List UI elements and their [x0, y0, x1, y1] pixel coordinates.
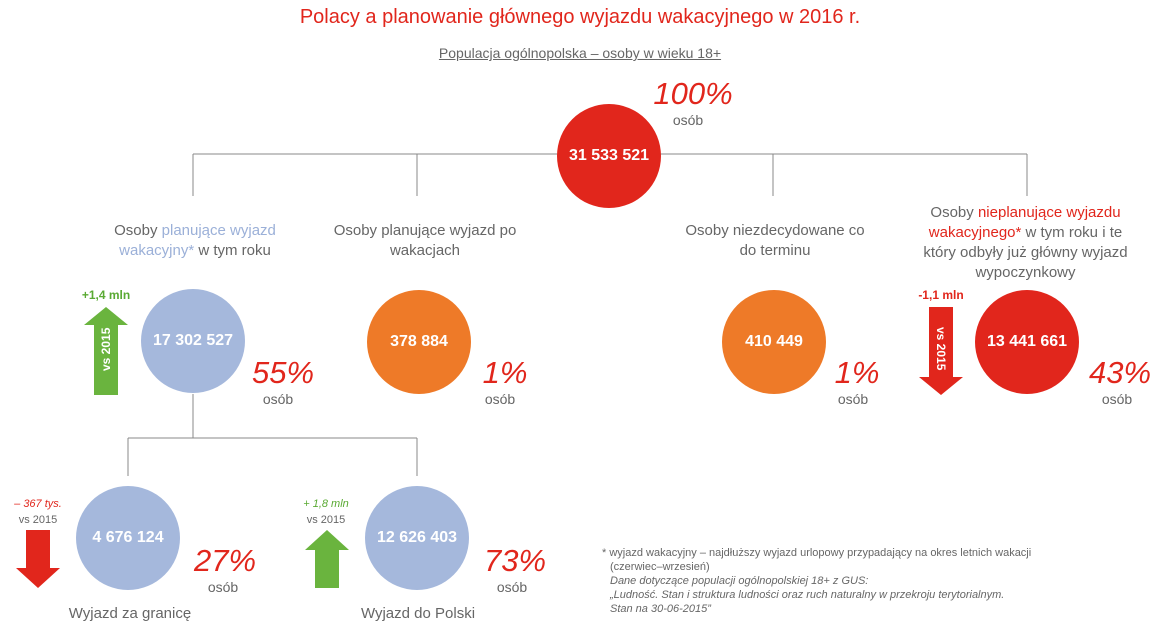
not-planning-unit: osób	[1101, 391, 1133, 407]
abroad-value: 4 676 124	[92, 529, 164, 546]
footnote-line-2: (czerwiec–wrzesień)	[610, 561, 710, 573]
root-value: 31 533 521	[568, 147, 650, 164]
domestic-label: Wyjazd do Polski	[360, 605, 476, 622]
domestic-delta-box: + 1,8 mln vs 2015	[294, 496, 358, 528]
not-planning-percent: 43%	[1088, 355, 1152, 390]
not-planning-circle: 13 441 661	[975, 290, 1079, 394]
root-percent: 100%	[653, 76, 733, 111]
domestic-circle: 12 626 403	[365, 486, 469, 590]
page-title: Polacy a planowanie głównego wyjazdu wak…	[299, 6, 861, 28]
not-planning-label: Osoby nieplanujące wyjazdu wakacyjnego* …	[923, 204, 1128, 281]
undecided-unit: osób	[837, 391, 869, 407]
up-arrow-icon	[305, 530, 349, 588]
abroad-circle: 4 676 124	[76, 486, 180, 590]
footnote-line-3: Dane dotyczące populacji ogólnopolskiej …	[610, 575, 869, 587]
not-planning-delta: -1,1 mln	[918, 288, 964, 302]
down-arrow-icon	[16, 530, 60, 588]
planning-circle: 17 302 527	[141, 289, 245, 393]
domestic-percent: 73%	[483, 543, 547, 578]
after-percent: 1%	[482, 355, 528, 390]
undecided-label: Osoby niezdecydowane co do terminu	[685, 222, 865, 259]
domestic-delta-sub: vs 2015	[306, 514, 346, 526]
down-arrow-icon	[919, 307, 963, 395]
abroad-delta-sub: vs 2015	[18, 514, 58, 526]
footnote-line-4: „Ludność. Stan i struktura ludności oraz…	[610, 589, 1005, 601]
after-circle: 378 884	[367, 290, 471, 394]
abroad-delta-box: – 367 tys. vs 2015	[6, 496, 70, 528]
domestic-unit: osób	[496, 579, 528, 595]
planning-value: 17 302 527	[152, 332, 234, 349]
undecided-circle: 410 449	[722, 290, 826, 394]
undecided-percent: 1%	[834, 355, 880, 390]
planning-label: Osoby planujące wyjazd wakacyjny* w tym …	[114, 222, 276, 259]
after-unit: osób	[484, 391, 516, 407]
abroad-unit: osób	[207, 579, 239, 595]
planning-unit: osób	[262, 391, 294, 407]
domestic-delta: + 1,8 mln	[303, 498, 349, 510]
footnote-line-1: * wyjazd wakacyjny – najdłuższy wyjazd u…	[602, 547, 1032, 559]
root-circle: 31 533 521	[557, 104, 661, 208]
root-unit: osób	[672, 112, 704, 128]
after-value: 378 884	[390, 333, 448, 350]
abroad-percent: 27%	[193, 543, 257, 578]
page-subtitle: Populacja ogólnopolska – osoby w wieku 1…	[438, 45, 722, 61]
footnote-line-5: Stan na 30-06-2015”	[610, 603, 711, 615]
planning-delta: +1,4 mln	[81, 288, 131, 302]
planning-arrow-text: vs 2015	[99, 327, 113, 371]
not-planning-arrow-text: vs 2015	[934, 327, 948, 371]
footnote: * wyjazd wakacyjny – najdłuższy wyjazd u…	[602, 546, 1152, 616]
not-planning-value: 13 441 661	[986, 333, 1068, 350]
abroad-label: Wyjazd za granicę	[68, 605, 192, 622]
undecided-value: 410 449	[745, 333, 803, 350]
up-arrow-icon	[84, 307, 128, 395]
after-label: Osoby planujące wyjazd po wakacjach	[333, 222, 517, 259]
abroad-delta: – 367 tys.	[14, 498, 62, 510]
domestic-value: 12 626 403	[376, 529, 458, 546]
planning-percent: 55%	[251, 355, 315, 390]
